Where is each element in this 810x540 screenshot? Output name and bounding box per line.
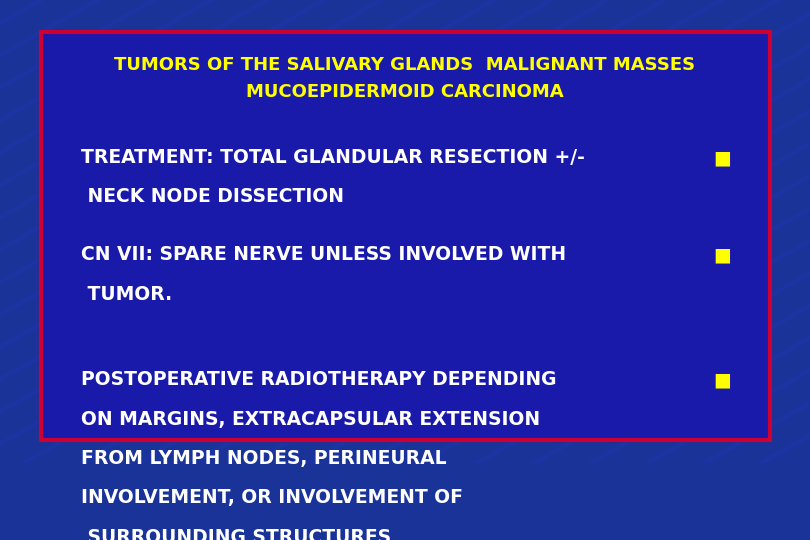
Text: ■: ■ (713, 148, 731, 167)
Text: CN VII: SPARE NERVE UNLESS INVOLVED WITH: CN VII: SPARE NERVE UNLESS INVOLVED WITH (81, 245, 566, 264)
Text: ■: ■ (713, 245, 731, 264)
FancyBboxPatch shape (40, 32, 769, 440)
Text: MUCOEPIDERMOID CARCINOMA: MUCOEPIDERMOID CARCINOMA (246, 83, 564, 102)
Text: FROM LYMPH NODES, PERINEURAL: FROM LYMPH NODES, PERINEURAL (81, 449, 446, 468)
Text: ■: ■ (713, 370, 731, 389)
Text: TREATMENT: TOTAL GLANDULAR RESECTION +/-: TREATMENT: TOTAL GLANDULAR RESECTION +/- (81, 148, 585, 167)
Text: NECK NODE DISSECTION: NECK NODE DISSECTION (81, 187, 344, 206)
Text: POSTOPERATIVE RADIOTHERAPY DEPENDING: POSTOPERATIVE RADIOTHERAPY DEPENDING (81, 370, 556, 389)
Text: ON MARGINS, EXTRACAPSULAR EXTENSION: ON MARGINS, EXTRACAPSULAR EXTENSION (81, 409, 540, 429)
Text: INVOLVEMENT, OR INVOLVEMENT OF: INVOLVEMENT, OR INVOLVEMENT OF (81, 488, 463, 507)
Text: TUMOR.: TUMOR. (81, 285, 172, 303)
Text: SURROUNDING STRUCTURES: SURROUNDING STRUCTURES (81, 528, 391, 540)
Text: TUMORS OF THE SALIVARY GLANDS  MALIGNANT MASSES: TUMORS OF THE SALIVARY GLANDS MALIGNANT … (114, 56, 696, 73)
